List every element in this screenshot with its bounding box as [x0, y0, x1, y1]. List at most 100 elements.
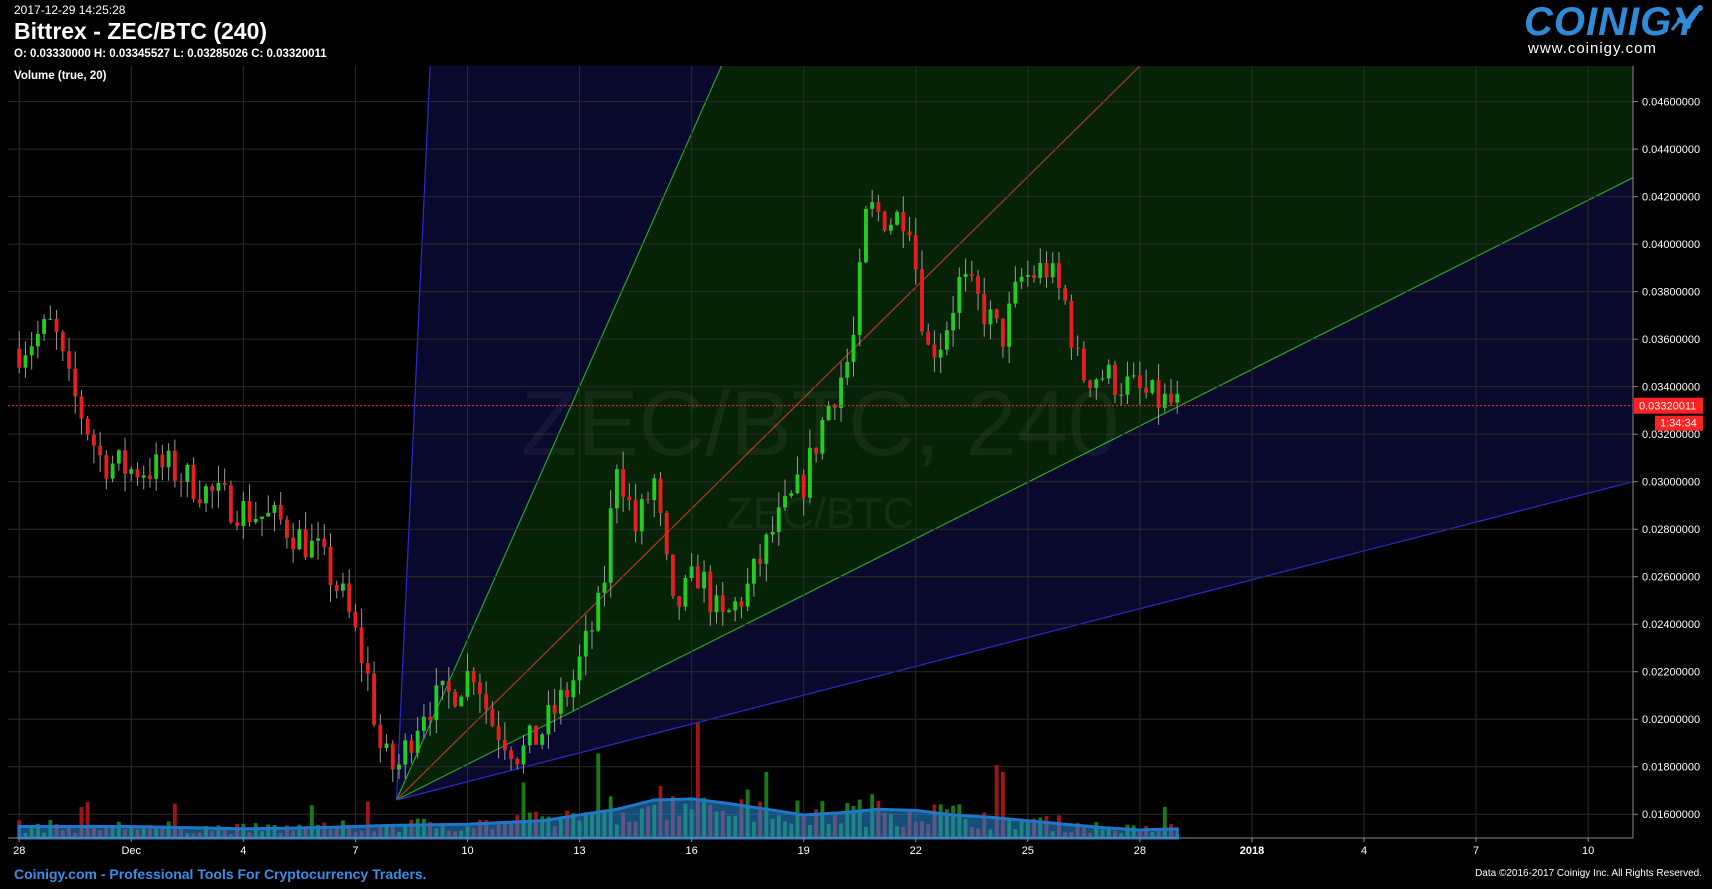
candle-body-67 [434, 685, 439, 721]
candle-body-34 [228, 485, 233, 523]
candle-body-90 [577, 656, 582, 681]
candle-body-135 [857, 262, 862, 335]
candle-body-113 [720, 595, 725, 612]
candle-body-42 [278, 504, 283, 520]
candle-body-124 [789, 493, 794, 496]
candle-body-93 [596, 592, 601, 631]
candle-body-157 [994, 309, 999, 319]
x-tick-label-14: 10 [1582, 845, 1594, 857]
candle-body-88 [565, 689, 570, 698]
volume-bar-10 [79, 807, 84, 838]
candle-body-1 [23, 355, 28, 368]
candle-body-137 [870, 202, 875, 209]
x-tick-label-8: 22 [910, 845, 922, 857]
candle-body-179 [1131, 375, 1136, 377]
candle-body-78 [502, 739, 507, 751]
candle-body-54 [353, 611, 358, 628]
candle-body-23 [160, 454, 165, 468]
candle-body-61 [397, 764, 401, 770]
candle-body-31 [210, 486, 215, 491]
coinigy-logo[interactable]: COINIGY www.coinigy.com [1524, 0, 1704, 60]
volume-bar-109 [695, 723, 700, 838]
candle-body-29 [197, 499, 202, 504]
candle-body-112 [714, 595, 719, 613]
candle-body-71 [459, 696, 464, 707]
candle-body-4 [42, 319, 47, 334]
fan-line-0 [395, 66, 431, 801]
candle-body-129 [820, 420, 825, 454]
candle-body-153 [969, 273, 974, 277]
chart-line-icon [1670, 5, 1703, 31]
x-tick-label-4: 10 [461, 845, 473, 857]
x-tick-label-0: 28 [13, 845, 25, 857]
volume-bar-47 [309, 805, 314, 838]
volume-bar-56 [365, 801, 370, 838]
ohlc-readout: O: 0.03330000 H: 0.03345527 L: 0.0328502… [14, 48, 327, 60]
candle-body-73 [471, 671, 476, 683]
candle-body-181 [1144, 387, 1149, 393]
candle-body-102 [652, 478, 657, 501]
candle-body-89 [571, 680, 576, 698]
y-tick-label-15: 0.01600000 [1642, 809, 1700, 821]
volume-bar-11 [85, 802, 90, 838]
candle-body-172 [1088, 380, 1093, 388]
fan-line-2 [396, 66, 1141, 801]
candle-body-161 [1019, 276, 1024, 282]
candle-body-150 [951, 312, 956, 331]
candle-body-36 [241, 501, 246, 526]
current-price-label: 0.03320011 [1639, 401, 1696, 413]
candle-body-91 [583, 630, 588, 657]
candle-body-56 [365, 663, 370, 674]
y-tick-label-9: 0.02800000 [1642, 524, 1700, 536]
y-tick-label-5: 0.03600000 [1642, 334, 1700, 346]
volume-bar-81 [521, 782, 526, 838]
candle-body-166 [1050, 263, 1055, 278]
candle-body-114 [727, 610, 731, 612]
x-tick-label-6: 16 [685, 845, 697, 857]
volume-indicator-label[interactable]: Volume (true, 20) [14, 70, 107, 82]
candle-body-144 [913, 235, 918, 270]
candle-body-30 [204, 486, 208, 504]
candle-body-59 [384, 743, 389, 749]
x-tick-label-5: 13 [573, 845, 585, 857]
candle-body-132 [839, 377, 843, 408]
candle-body-116 [739, 601, 744, 607]
x-tick-label-12: 4 [1361, 845, 1367, 857]
candle-body-37 [247, 501, 252, 523]
candle-body-146 [926, 331, 931, 345]
candle-body-62 [403, 740, 408, 765]
logo-wordmark: COINIGY [1524, 0, 1700, 44]
gann-fan [395, 66, 1633, 801]
candle-body-142 [901, 212, 906, 232]
candle-body-5 [48, 318, 53, 320]
candle-body-156 [988, 309, 993, 325]
candle-body-28 [191, 464, 196, 500]
candle-body-16 [116, 450, 121, 464]
candle-body-117 [745, 583, 750, 607]
candle-body-133 [845, 361, 850, 378]
candle-body-107 [683, 577, 688, 607]
candle-body-26 [179, 480, 184, 482]
x-tick-label-7: 19 [798, 845, 810, 857]
candle-body-127 [807, 447, 812, 498]
candle-body-134 [851, 334, 856, 362]
y-tick-label-8: 0.03000000 [1642, 477, 1700, 489]
current-price-badge [1634, 397, 1703, 414]
candle-body-136 [864, 208, 868, 263]
candle-body-139 [882, 211, 887, 231]
candle-body-58 [378, 724, 383, 749]
volume-bar-93 [596, 753, 601, 838]
candle-body-66 [428, 716, 433, 721]
y-tick-label-14: 0.01800000 [1642, 762, 1700, 774]
candle-body-130 [826, 405, 831, 421]
fan-line-1 [395, 66, 723, 801]
candle-body-8 [67, 351, 71, 369]
candle-body-103 [658, 478, 663, 514]
footer-tagline-link[interactable]: Coinigy.com - Professional Tools For Cry… [14, 866, 427, 882]
candle-body-41 [272, 504, 277, 513]
current-price-line: 0.03320011 1:34:34 [8, 397, 1703, 431]
chart-title: Bittrex - ZEC/BTC (240) [14, 18, 268, 44]
candle-body-177 [1119, 394, 1124, 396]
candle-body-183 [1156, 380, 1161, 408]
